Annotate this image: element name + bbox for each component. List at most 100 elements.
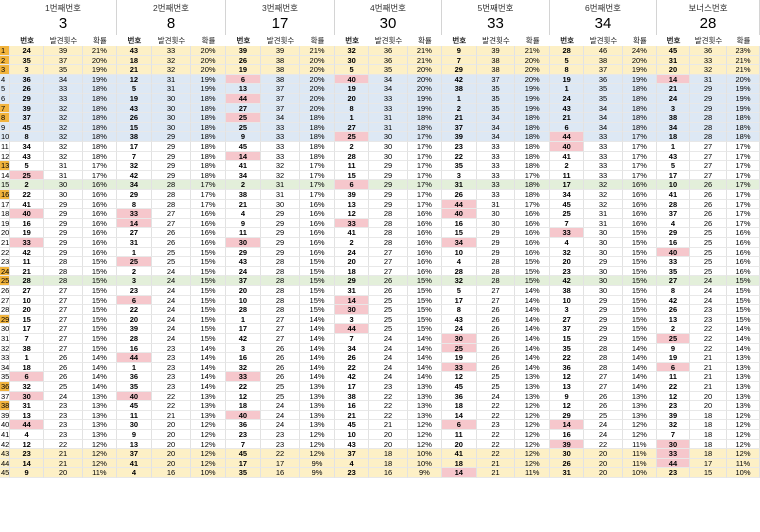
cell-prob: 17% (727, 199, 760, 210)
cell-count: 36 (369, 46, 408, 56)
table-row: 11 34 32 18% 17 29 18% 45 33 18% 2 30 17% 23 33 18% 40 33… (0, 142, 760, 152)
cell-count: 26 (476, 334, 516, 344)
cell-prob: 13% (407, 382, 442, 392)
cell-number: 27 (226, 103, 261, 114)
cell-count: 26 (476, 324, 516, 334)
cell-number: 9 (442, 46, 477, 56)
cell-prob: 18% (191, 132, 226, 142)
cell-count: 20 (584, 458, 623, 469)
cell-prob: 12% (515, 420, 550, 430)
cell-count: 30 (584, 276, 623, 286)
row-index: 3 (0, 65, 10, 75)
table-row: 33 1 26 14% 44 23 14% 16 26 14% 26 24 14% 19 26 14% 22 28… (0, 353, 760, 363)
cell-prob: 15% (407, 286, 442, 296)
cell-prob: 14% (191, 372, 226, 382)
cell-number: 2 (550, 161, 585, 171)
cell-count: 32 (151, 65, 192, 75)
column-title: 4번째번호 (369, 3, 406, 13)
cell-prob: 20% (622, 55, 657, 66)
cell-count: 31 (369, 113, 408, 123)
cell-prob: 15% (82, 305, 117, 315)
cell-prob: 18% (515, 132, 550, 142)
cell-count: 33 (584, 170, 623, 181)
cell-prob: 17% (407, 170, 442, 181)
row-index: 16 (0, 190, 10, 200)
cell-count: 20 (369, 430, 408, 440)
cell-number: 39 (550, 439, 585, 450)
cell-prob: 16% (727, 266, 760, 277)
cell-prob: 14% (727, 334, 760, 344)
cell-number: 10 (10, 295, 45, 306)
cell-count: 28 (476, 276, 516, 286)
cell-number: 9 (657, 343, 690, 354)
cell-count: 36 (369, 55, 408, 66)
table-row: 8 37 32 18% 26 30 18% 25 34 18% 1 31 18% 21 34 18% 21 34 1… (0, 113, 760, 123)
cell-count: 33 (584, 142, 623, 152)
cell-prob: 10% (191, 468, 226, 478)
cell-count: 28 (369, 238, 408, 248)
cell-prob: 15% (622, 238, 657, 248)
cell-prob: 17% (407, 190, 442, 200)
cell-number: 21 (117, 65, 152, 75)
cell-count: 24 (151, 324, 192, 334)
cell-prob: 13% (82, 420, 117, 430)
cell-number: 28 (226, 305, 261, 315)
cell-prob: 18% (191, 161, 226, 171)
cell-count: 38 (476, 65, 516, 75)
cell-prob: 16% (407, 238, 442, 248)
cell-number: 14 (117, 218, 152, 229)
cell-count: 27 (151, 209, 192, 219)
cell-count: 33 (260, 151, 301, 162)
row-index: 10 (0, 132, 10, 142)
cell-count: 28 (151, 199, 192, 210)
cell-count: 29 (151, 132, 192, 142)
column-title: 2번째번호 (152, 3, 189, 13)
row-index: 44 (0, 458, 10, 469)
cell-prob: 15% (727, 276, 760, 286)
table-row: 40 44 23 13% 30 20 12% 36 24 13% 45 21 12% 6 23 12% 14 24… (0, 420, 760, 430)
cell-count: 21 (476, 458, 516, 469)
cell-count: 23 (151, 362, 192, 373)
cell-number: 19 (335, 84, 370, 94)
table-row: 44 14 21 12% 41 20 12% 17 17 9% 4 18 10% 18 21 12% 26 20 1… (0, 458, 760, 469)
cell-prob: 15% (622, 247, 657, 258)
cell-count: 29 (584, 295, 623, 306)
cell-count: 22 (689, 334, 728, 344)
cell-number: 20 (657, 65, 690, 75)
cell-number: 24 (657, 94, 690, 104)
cell-prob: 17% (727, 190, 760, 200)
cell-count: 38 (260, 55, 301, 66)
cell-count: 29 (260, 218, 301, 229)
cell-prob: 16% (407, 209, 442, 219)
cell-count: 30 (151, 122, 192, 133)
cell-number: 17 (442, 295, 477, 306)
cell-number: 27 (10, 286, 45, 296)
cell-count: 37 (476, 74, 516, 85)
cell-prob: 14% (300, 362, 335, 373)
cell-prob: 11% (515, 468, 550, 478)
cell-prob: 12% (82, 458, 117, 469)
cell-number: 27 (335, 122, 370, 133)
cell-count: 27 (44, 334, 83, 344)
cell-count: 39 (476, 46, 516, 56)
cell-prob: 12% (191, 458, 226, 469)
cell-prob: 18% (300, 122, 335, 133)
cell-prob: 12% (191, 420, 226, 430)
cell-count: 33 (260, 142, 301, 152)
cell-count: 28 (260, 286, 301, 296)
cell-prob: 16% (300, 228, 335, 238)
cell-prob: 17% (622, 142, 657, 152)
table-row: 30 17 27 15% 39 24 15% 17 27 14% 44 25 15% 24 26 14% 37 2… (0, 324, 760, 334)
cell-prob: 14% (191, 353, 226, 363)
cell-count: 20 (151, 458, 192, 469)
cell-count: 30 (369, 151, 408, 162)
cell-number: 3 (657, 103, 690, 114)
cell-count: 35 (584, 84, 623, 94)
cell-number: 40 (550, 142, 585, 152)
cell-count: 27 (44, 305, 83, 315)
cell-count: 27 (44, 295, 83, 306)
row-index: 17 (0, 199, 10, 210)
table-row: 20 19 29 16% 27 26 16% 11 29 16% 41 28 16% 15 29 16% 33 3… (0, 228, 760, 238)
cell-count: 22 (689, 343, 728, 354)
cell-count: 29 (689, 84, 728, 94)
